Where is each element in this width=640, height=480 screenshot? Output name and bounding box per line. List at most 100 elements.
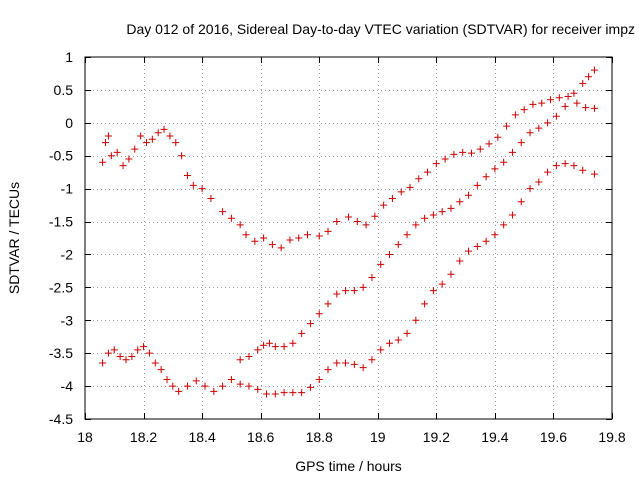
data-point	[424, 168, 432, 176]
data-point	[333, 290, 341, 298]
data-point	[570, 162, 578, 170]
data-point	[511, 111, 519, 119]
data-point	[380, 201, 388, 209]
data-point	[429, 287, 437, 295]
data-point	[465, 247, 473, 255]
data-point	[529, 100, 537, 108]
data-point	[134, 346, 142, 354]
data-point	[175, 387, 183, 395]
data-point	[467, 149, 475, 157]
data-point	[403, 231, 411, 239]
data-point	[590, 170, 598, 178]
data-point	[172, 139, 180, 147]
data-point	[561, 160, 569, 168]
data-point	[324, 366, 332, 374]
data-point	[145, 349, 153, 357]
data-point	[590, 66, 598, 74]
data-point	[245, 382, 253, 390]
y-axis-label: SDTVAR / TECUs	[6, 182, 22, 294]
data-point	[573, 99, 581, 107]
y-tick-label: -3	[61, 312, 74, 328]
data-point	[368, 273, 376, 281]
data-point	[526, 185, 534, 193]
tick-label-layer: 18 18.2 18.4 18.6 18.8 19 19.2 19.4 19.6 19.8 1 0.5…	[49, 49, 626, 445]
data-point	[236, 221, 244, 229]
data-point	[520, 106, 528, 114]
data-point	[590, 104, 598, 112]
data-point	[189, 181, 197, 189]
data-point	[110, 346, 118, 354]
data-point	[236, 380, 244, 388]
data-point	[459, 148, 467, 156]
data-point	[198, 185, 206, 193]
data-point	[227, 376, 235, 384]
data-point	[260, 234, 268, 242]
data-point	[277, 244, 285, 252]
data-point	[201, 382, 209, 390]
plot-frame	[84, 56, 613, 420]
data-point	[306, 383, 314, 391]
y-tick-label: -2	[61, 246, 74, 262]
data-point	[368, 356, 376, 364]
data-point	[128, 352, 136, 360]
data-series-3	[236, 66, 598, 364]
data-point	[157, 366, 165, 374]
data-point	[359, 283, 367, 291]
data-point	[385, 250, 393, 258]
data-point	[333, 359, 341, 367]
data-point	[561, 102, 569, 110]
data-point	[104, 349, 112, 357]
data-point	[547, 96, 555, 104]
data-point	[552, 162, 560, 170]
data-point	[280, 389, 288, 397]
data-point	[151, 359, 159, 367]
data-point	[447, 270, 455, 278]
data-point	[397, 188, 405, 196]
data-point	[122, 356, 130, 364]
y-tick-label: -0.5	[49, 148, 73, 164]
data-point	[403, 329, 411, 337]
y-tick-label: -1	[61, 181, 74, 197]
data-point	[447, 204, 455, 212]
data-point	[438, 280, 446, 288]
x-tick-label: 19	[370, 429, 386, 445]
data-point	[260, 341, 268, 349]
data-point	[298, 389, 306, 397]
data-point	[500, 158, 508, 166]
data-point	[154, 129, 162, 137]
x-tick-label: 18	[77, 429, 93, 445]
data-point	[570, 89, 578, 97]
data-point	[517, 198, 525, 206]
data-point	[456, 198, 464, 206]
data-point	[315, 310, 323, 318]
data-point	[315, 232, 323, 240]
data-point	[482, 237, 490, 245]
data-point	[163, 376, 171, 384]
data-point	[183, 171, 191, 179]
data-point	[491, 165, 499, 173]
data-point	[107, 152, 115, 160]
data-point	[251, 237, 259, 245]
data-point	[582, 104, 590, 112]
data-point	[441, 155, 449, 163]
y-tick-label: -2.5	[49, 279, 73, 295]
data-point	[517, 139, 525, 147]
data-point	[242, 231, 250, 239]
data-point	[508, 148, 516, 156]
x-tick-label: 18.2	[130, 429, 157, 445]
y-tick-label: -4	[61, 378, 74, 394]
data-point	[508, 211, 516, 219]
data-point	[178, 152, 186, 160]
x-tick-label: 19.8	[598, 429, 625, 445]
data-point	[350, 360, 358, 368]
data-point	[564, 92, 572, 100]
data-series-2	[99, 160, 598, 398]
data-point	[265, 339, 273, 347]
data-point	[254, 346, 262, 354]
data-point	[394, 241, 402, 249]
data-point	[286, 236, 294, 244]
data-point	[415, 175, 423, 183]
x-tick-label: 19.4	[481, 429, 508, 445]
data-point	[535, 178, 543, 186]
data-point	[485, 140, 493, 148]
